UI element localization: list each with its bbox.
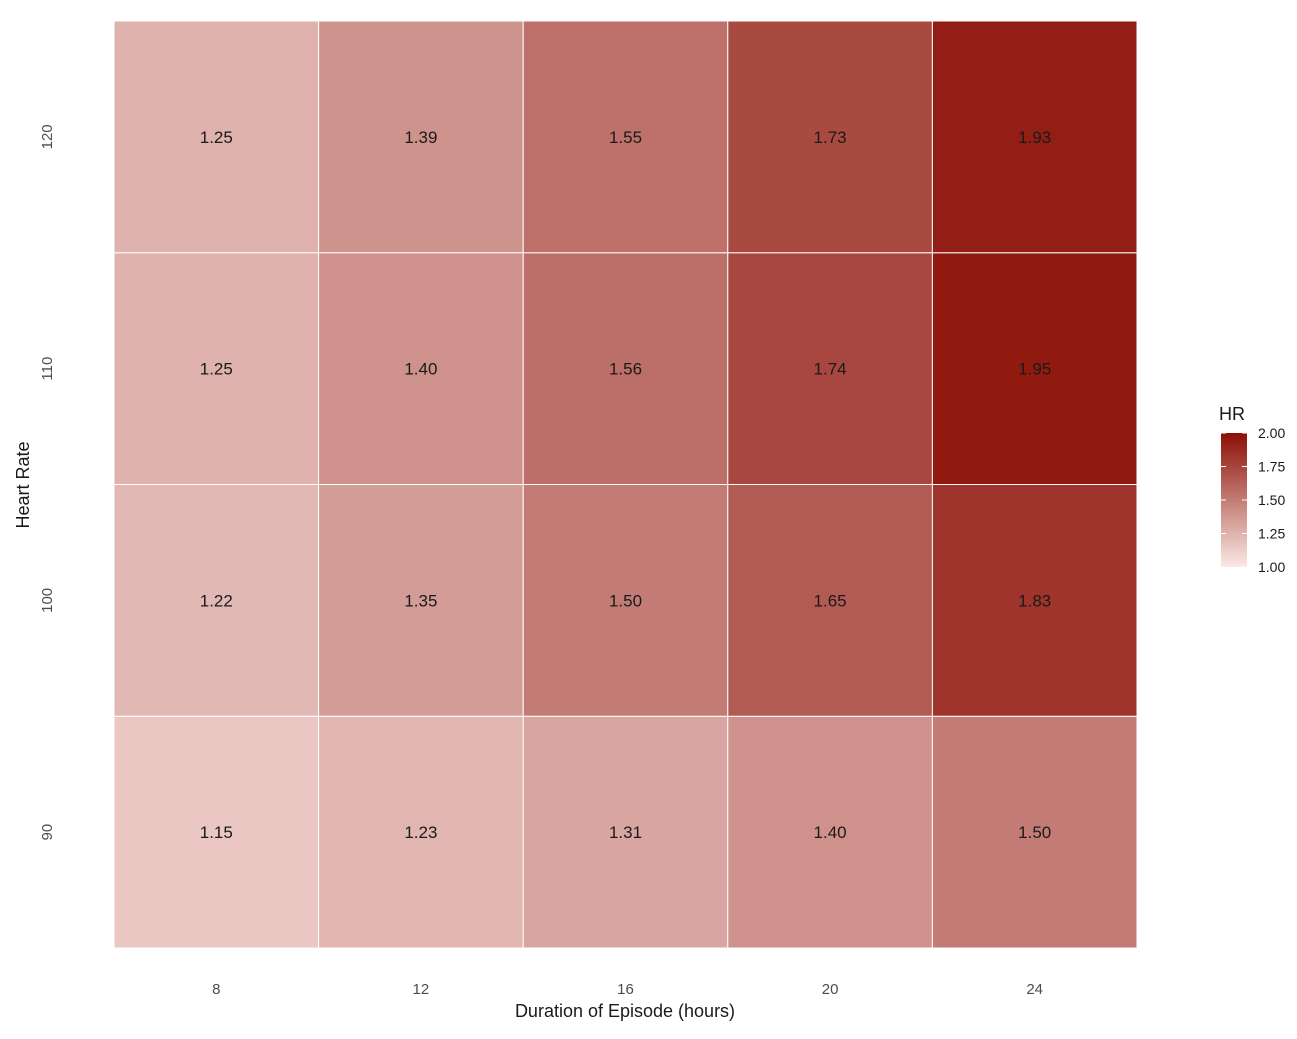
heatmap-cell <box>113 715 320 949</box>
heatmap-cell <box>318 715 524 949</box>
y-axis-ticks: 90 100 110 120 <box>39 124 56 840</box>
heatmap-cell <box>113 484 320 717</box>
heatmap-cell <box>727 715 933 949</box>
x-tick-label: 8 <box>212 981 220 998</box>
cell-value-label: 1.73 <box>814 128 847 147</box>
cell-value-label: 1.93 <box>1018 128 1051 147</box>
cell-value-label: 1.56 <box>609 360 642 379</box>
heatmap-cell <box>318 20 524 254</box>
heatmap-cell <box>931 484 1138 717</box>
cell-value-label: 1.23 <box>404 823 437 842</box>
cell-value-label: 1.50 <box>609 591 642 610</box>
legend-tick-label: 1.00 <box>1258 559 1285 575</box>
legend-tick-label: 1.50 <box>1258 492 1285 508</box>
legend-title: HR <box>1219 404 1245 424</box>
cell-value-label: 1.55 <box>609 128 642 147</box>
cell-value-label: 1.50 <box>1018 823 1051 842</box>
cell-value-label: 1.25 <box>200 360 233 379</box>
heatmap-cell <box>727 484 933 717</box>
x-tick-label: 12 <box>413 981 430 998</box>
legend-tick-label: 2.00 <box>1258 425 1285 441</box>
cell-value-label: 1.95 <box>1018 360 1051 379</box>
x-tick-label: 16 <box>617 981 634 998</box>
cell-value-label: 1.83 <box>1018 591 1051 610</box>
cell-value-label: 1.40 <box>404 360 437 379</box>
legend-tick-label: 1.25 <box>1258 526 1285 542</box>
x-tick-label: 20 <box>822 981 839 998</box>
y-tick-label: 110 <box>39 357 56 381</box>
x-tick-label: 24 <box>1026 981 1043 998</box>
cell-value-label: 1.65 <box>814 591 847 610</box>
cell-value-label: 1.31 <box>609 823 642 842</box>
heatmap-cell <box>318 484 524 717</box>
heatmap-cell <box>931 20 1138 254</box>
x-axis-ticks: 8 12 16 20 24 <box>212 981 1043 998</box>
heatmap-cell <box>931 715 1138 949</box>
color-legend: HR 2.00 1.75 1.50 1.25 1.00 <box>1219 404 1285 575</box>
heatmap-cell <box>522 484 729 717</box>
legend-ticks: 2.00 1.75 1.50 1.25 1.00 <box>1221 425 1285 575</box>
heatmap-cell-labels: 1.15 1.23 1.31 1.40 1.50 1.22 1.35 1.50 1.65 1.83… <box>200 128 1051 842</box>
heatmap-cell <box>727 20 933 254</box>
cell-value-label: 1.35 <box>404 591 437 610</box>
cell-value-label: 1.22 <box>200 591 233 610</box>
x-axis-title: Duration of Episode (hours) <box>515 1001 735 1021</box>
y-tick-label: 120 <box>39 124 56 149</box>
heatmap-cell <box>931 252 1138 485</box>
cell-value-label: 1.40 <box>814 823 847 842</box>
y-tick-label: 90 <box>39 824 56 841</box>
heatmap-cell <box>522 252 729 485</box>
y-tick-label: 100 <box>39 588 56 613</box>
y-axis-title: Heart Rate <box>13 441 33 528</box>
heatmap-cell <box>318 252 524 485</box>
heatmap-cell <box>113 20 320 254</box>
cell-value-label: 1.25 <box>200 128 233 147</box>
heatmap-cell <box>522 20 729 254</box>
heatmap-cells <box>113 20 1138 949</box>
legend-tick-label: 1.75 <box>1258 459 1285 475</box>
cell-value-label: 1.15 <box>200 823 233 842</box>
cell-value-label: 1.39 <box>404 128 437 147</box>
cell-value-label: 1.74 <box>814 360 847 379</box>
